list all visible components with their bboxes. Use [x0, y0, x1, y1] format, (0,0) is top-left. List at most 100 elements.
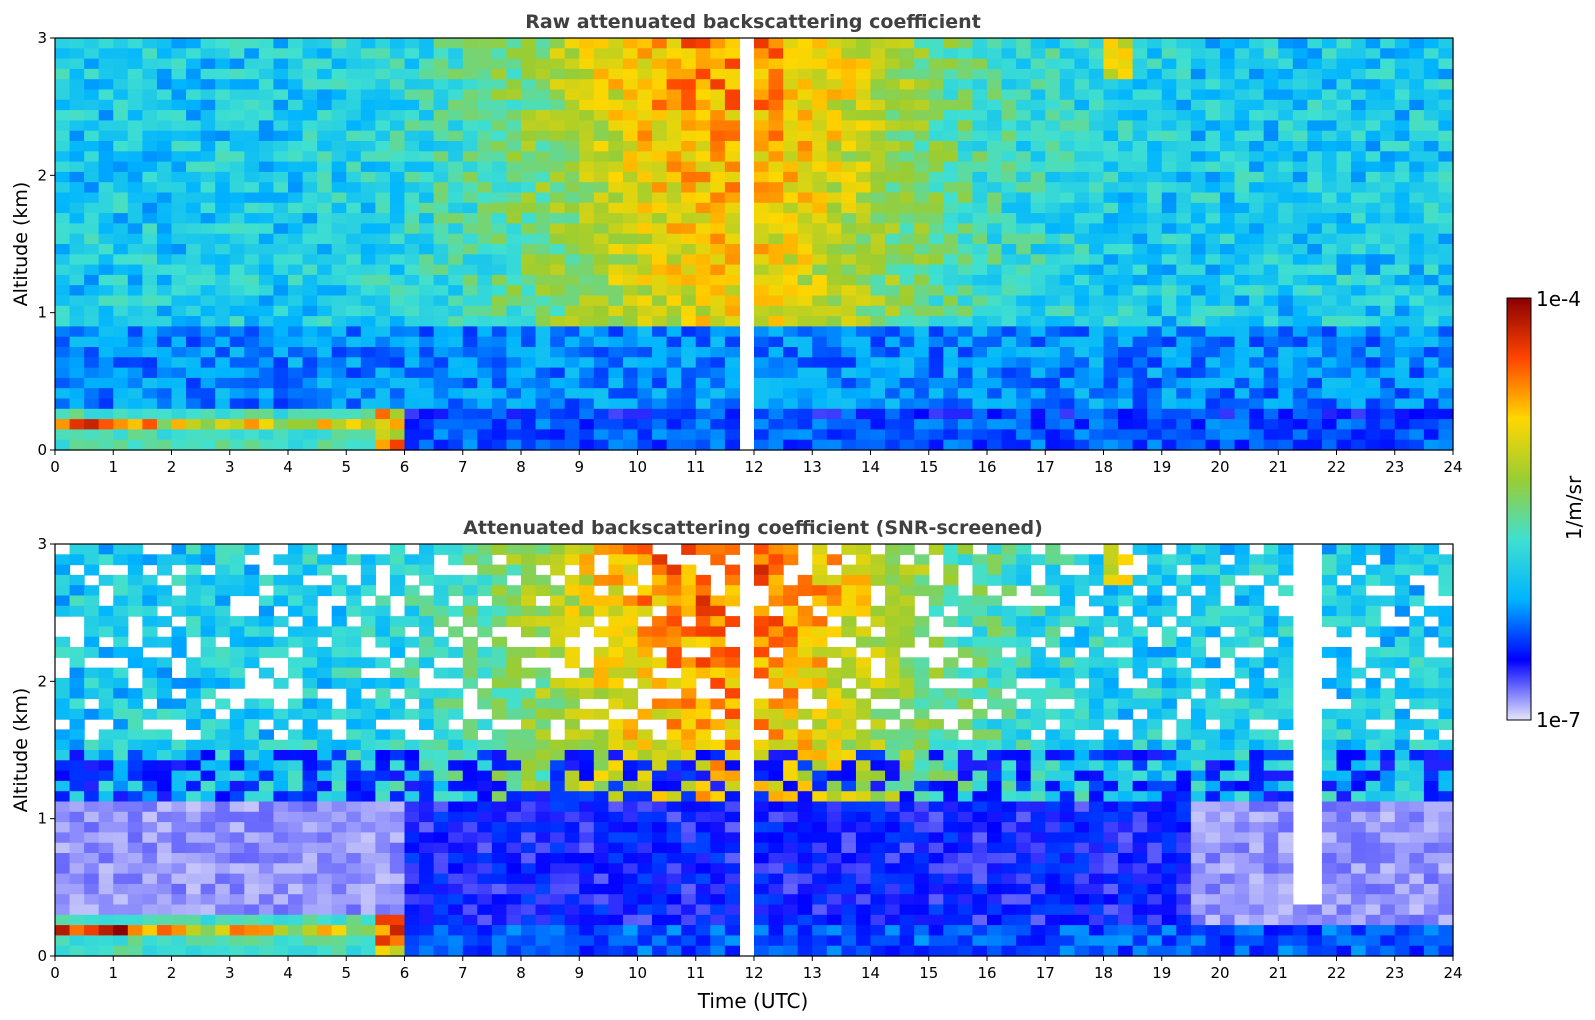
heatmap-cell: [142, 388, 158, 400]
heatmap-cell: [389, 264, 406, 276]
heatmap-cell: [695, 202, 711, 214]
heatmap-cell: [317, 274, 333, 286]
heatmap-cell: [928, 388, 944, 400]
heatmap-cell: [1423, 377, 1440, 389]
heatmap-cell: [389, 554, 406, 566]
heatmap-cell: [113, 408, 129, 420]
heatmap-cell: [1103, 171, 1119, 183]
heatmap-cell: [1030, 429, 1046, 441]
heatmap-cell: [346, 79, 362, 91]
heatmap-cell: [506, 605, 522, 617]
heatmap-cell: [1278, 79, 1294, 91]
heatmap-cell: [1220, 408, 1236, 420]
heatmap-cell: [171, 79, 187, 91]
heatmap-cell: [69, 780, 85, 792]
heatmap-cell: [1278, 295, 1294, 307]
heatmap-cell: [171, 141, 187, 152]
heatmap-cell: [448, 347, 464, 358]
heatmap-cell: [491, 677, 508, 689]
heatmap-cell: [928, 58, 944, 70]
heatmap-cell: [142, 667, 158, 679]
heatmap-cell: [637, 38, 653, 49]
heatmap-cell: [957, 419, 974, 430]
heatmap-cell: [957, 439, 974, 451]
heatmap-cell: [710, 171, 726, 183]
heatmap-cell: [593, 38, 609, 49]
heatmap-cell: [317, 326, 333, 338]
heatmap-cell: [258, 274, 275, 286]
heatmap-cell: [768, 182, 784, 194]
heatmap-cell: [1074, 357, 1090, 369]
heatmap-cell: [1249, 99, 1265, 111]
heatmap-cell: [666, 202, 682, 214]
heatmap-cell: [1380, 141, 1396, 152]
heatmap-cell: [55, 388, 71, 400]
heatmap-cell: [1030, 264, 1046, 276]
heatmap-cell: [943, 274, 959, 286]
heatmap-cell: [783, 326, 799, 338]
heatmap-cell: [1103, 347, 1119, 358]
heatmap-cell: [84, 58, 100, 70]
heatmap-cell: [1394, 264, 1410, 276]
heatmap-cell: [229, 925, 245, 936]
heatmap-cell: [1205, 285, 1221, 297]
heatmap-cell: [433, 873, 449, 885]
heatmap-cell: [200, 38, 216, 49]
heatmap-cell: [506, 182, 522, 194]
heatmap-cell: [710, 223, 726, 235]
heatmap-cell: [826, 305, 842, 317]
heatmap-cell: [346, 285, 362, 297]
heatmap-cell: [608, 110, 624, 121]
x-tick-label: 5: [341, 458, 351, 476]
heatmap-cell: [477, 904, 493, 916]
heatmap-cell: [870, 254, 886, 266]
heatmap-cell: [695, 244, 711, 255]
heatmap-cell: [127, 244, 143, 255]
x-tick-label: 1: [108, 458, 118, 476]
heatmap-cell: [652, 429, 668, 441]
heatmap-cell: [200, 408, 216, 420]
heatmap-cell: [972, 99, 988, 111]
heatmap-cell: [1321, 305, 1338, 317]
heatmap-cell: [491, 336, 508, 348]
heatmap-cell: [1045, 141, 1061, 152]
heatmap-cell: [1321, 429, 1338, 441]
heatmap-cell: [55, 729, 71, 741]
heatmap-cell: [1118, 398, 1134, 410]
heatmap-cell: [826, 38, 842, 49]
heatmap-cell: [55, 853, 71, 864]
heatmap-cell: [1118, 130, 1134, 142]
heatmap-cell: [1263, 295, 1279, 307]
heatmap-cell: [200, 264, 216, 276]
heatmap-cell: [535, 347, 551, 358]
heatmap-cell: [229, 264, 245, 276]
heatmap-cell: [1249, 68, 1265, 80]
heatmap-cell: [1263, 336, 1279, 348]
heatmap-cell: [870, 419, 886, 430]
heatmap-cell: [885, 48, 901, 60]
heatmap-cell: [855, 171, 872, 183]
heatmap-cell: [69, 647, 85, 658]
heatmap-cell: [142, 636, 158, 648]
heatmap-cell: [1423, 58, 1440, 70]
heatmap-cell: [710, 336, 726, 348]
heatmap-cell: [462, 202, 478, 214]
heatmap-cell: [535, 89, 551, 101]
heatmap-cell: [1045, 38, 1061, 49]
heatmap-cell: [127, 99, 143, 111]
heatmap-cell: [535, 316, 551, 327]
heatmap-cell: [608, 274, 624, 286]
heatmap-cell: [1380, 68, 1396, 80]
heatmap-cell: [462, 171, 478, 183]
heatmap-cell: [186, 336, 202, 348]
x-tick-label: 20: [1210, 458, 1229, 476]
heatmap-cell: [419, 647, 435, 658]
heatmap-cell: [1249, 367, 1265, 379]
heatmap-cell: [156, 419, 173, 430]
heatmap-cell: [433, 935, 449, 947]
heatmap-cell: [375, 367, 391, 379]
heatmap-cell: [987, 408, 1003, 420]
heatmap-cell: [84, 79, 100, 91]
heatmap-cell: [521, 161, 537, 173]
heatmap-cell: [288, 171, 304, 183]
